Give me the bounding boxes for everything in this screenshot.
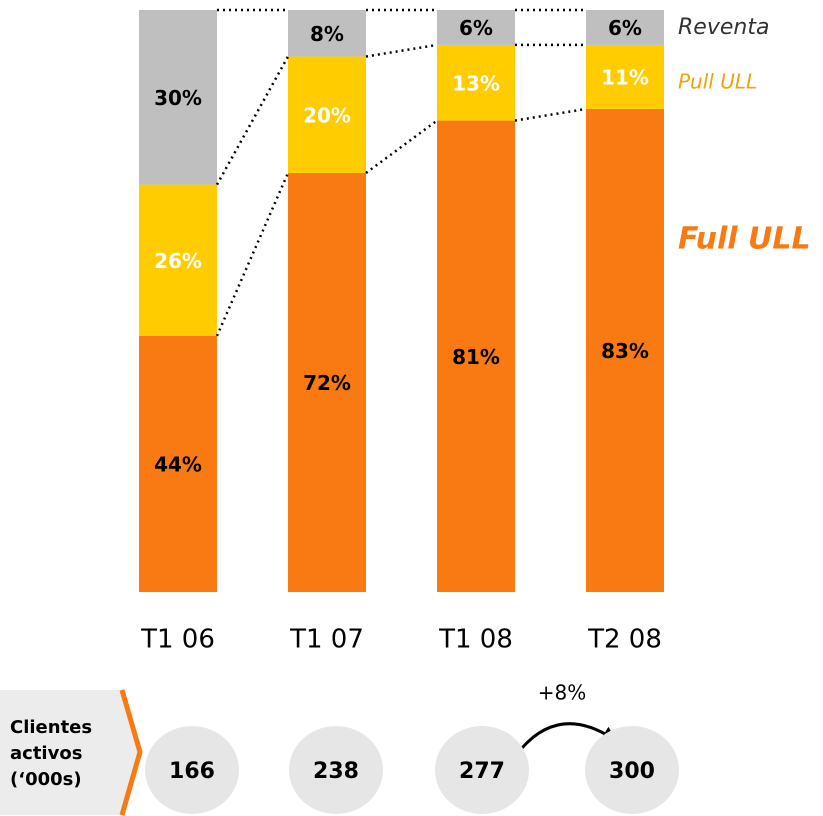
bar-segment [139, 10, 217, 185]
value-label: 6% [608, 16, 642, 40]
value-label: 20% [303, 103, 351, 127]
bar-segment [139, 184, 217, 336]
bar-segment [288, 10, 366, 57]
value-label: 26% [154, 249, 202, 273]
x-tick-label: T1 08 [438, 625, 513, 655]
customer-circle [585, 726, 679, 814]
bar-segment [437, 10, 515, 45]
customer-value: 238 [313, 759, 359, 784]
value-label: 11% [601, 65, 649, 89]
growth-arrow [520, 722, 618, 749]
customers-box [0, 690, 140, 815]
value-label: 30% [154, 86, 202, 110]
value-label: 81% [452, 345, 500, 369]
legend-label: Reventa [678, 15, 769, 40]
bar-segment [586, 10, 664, 45]
value-label: 44% [154, 452, 202, 476]
legend-label: Pull ULL [678, 70, 757, 94]
customer-circle [289, 726, 383, 814]
x-tick-label: T1 07 [289, 625, 364, 655]
value-label: 72% [303, 371, 351, 395]
connector [215, 172, 290, 337]
customer-value: 300 [609, 759, 655, 784]
connector [215, 55, 290, 186]
connector [365, 119, 438, 174]
bar-segment [139, 335, 217, 592]
bar-segment [288, 172, 366, 592]
customer-circle [435, 726, 529, 814]
connector [365, 43, 438, 58]
customers-label: Clientes [10, 717, 92, 738]
bar-segment [288, 56, 366, 173]
value-label: 6% [459, 16, 493, 40]
legend-label: Full ULL [678, 222, 811, 257]
x-tick-label: T1 06 [140, 625, 215, 655]
customer-value: 277 [459, 759, 505, 784]
bar-segment [437, 44, 515, 121]
x-tick-label: T2 08 [587, 625, 662, 655]
customers-label: activos [10, 743, 82, 764]
value-label: 13% [452, 71, 500, 95]
value-label: 8% [310, 22, 344, 46]
bar-segment [586, 44, 664, 109]
customers-label: (‘000s) [10, 769, 82, 790]
growth-annotation: +8% [538, 681, 587, 705]
customer-value: 166 [169, 759, 215, 784]
connector [514, 107, 587, 122]
bar-segment [586, 108, 664, 592]
customer-circle [145, 726, 239, 814]
bar-segment [437, 120, 515, 592]
customers-box-edge [119, 689, 143, 816]
value-label: 83% [601, 339, 649, 363]
